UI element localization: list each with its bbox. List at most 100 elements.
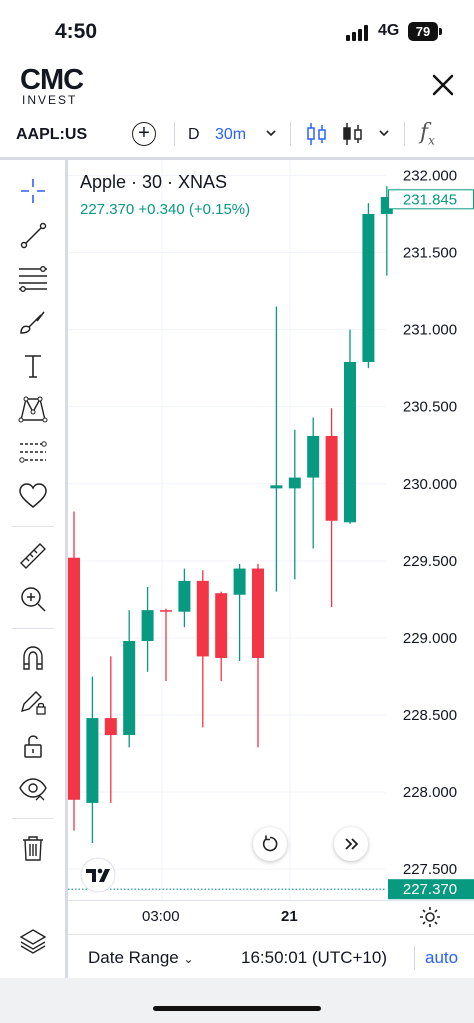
candle-body [196, 580, 209, 657]
zoom-in-icon [21, 587, 46, 612]
measure-tool[interactable] [14, 539, 52, 573]
logo-main: CMC [20, 64, 84, 96]
y-tick-label: 231.000 [403, 322, 457, 339]
zoom-in-tool[interactable] [14, 582, 52, 616]
remove-drawings-tool[interactable] [14, 831, 52, 865]
symbol-search-button[interactable]: AAPL:US [16, 126, 88, 143]
reference-price-label: 227.370 [403, 881, 457, 898]
favorites-tool[interactable] [14, 479, 52, 513]
hide-drawings-tool[interactable] [14, 772, 52, 806]
interval-chevron-down-icon[interactable] [264, 128, 278, 138]
tradingview-logo[interactable] [79, 857, 117, 893]
magnet-tool[interactable] [14, 641, 52, 675]
compare-add-button[interactable]: + [132, 122, 156, 146]
candle [252, 563, 264, 748]
network-type: 4G [378, 22, 400, 39]
candle [344, 329, 356, 524]
indicators-fx-icon[interactable]: fx [420, 120, 435, 147]
brush-icon [20, 311, 45, 334]
y-tick-label: 230.000 [403, 476, 457, 493]
chart-grid [68, 160, 386, 900]
y-tick-label: 228.000 [403, 784, 457, 801]
candle [68, 511, 80, 831]
candles-chart-type-icon[interactable] [306, 122, 328, 146]
candle [141, 587, 154, 672]
trend-line-tool[interactable] [14, 218, 52, 252]
candle [178, 568, 191, 628]
text-tool[interactable] [14, 349, 52, 383]
candle-body [104, 718, 117, 736]
forecast-icon [19, 441, 47, 463]
reset-icon [262, 835, 278, 852]
undo-button[interactable] [253, 827, 287, 861]
chart-type-chevron-down-icon[interactable] [377, 128, 391, 138]
trend-line-icon [20, 222, 47, 249]
crosshair-tool[interactable] [14, 174, 52, 208]
toolbar-divider [12, 526, 54, 527]
home-indicator-area [0, 978, 474, 1023]
prediction-tool[interactable] [14, 436, 52, 470]
y-tick-label: 227.500 [403, 861, 457, 878]
brush-tool[interactable] [14, 305, 52, 339]
candle-body [233, 568, 246, 595]
lock-drawings-tool[interactable] [14, 685, 52, 719]
candle-body [362, 213, 375, 362]
candle-body [252, 568, 264, 658]
toolbar-divider [174, 122, 175, 146]
candles [68, 186, 393, 843]
bars-chart-type-icon[interactable] [342, 122, 364, 146]
settings-gear-icon[interactable] [419, 906, 441, 928]
toolbar-divider [290, 122, 291, 146]
status-bar: 4:50 4G 79 [0, 0, 474, 60]
candle [196, 570, 209, 728]
y-tick-label: 229.500 [403, 553, 457, 570]
magnet-icon [23, 646, 43, 670]
interval-period[interactable]: D [188, 126, 200, 143]
battery-tip [439, 28, 442, 35]
candle [123, 610, 136, 748]
candle-body [86, 718, 99, 803]
y-tick-label: 230.500 [403, 399, 457, 416]
fx-x: x [428, 133, 435, 148]
x-axis-border [68, 900, 474, 901]
candle-body [307, 435, 320, 478]
clock-timezone[interactable]: 16:50:01 (UTC+10) [241, 948, 387, 967]
y-tick-label: 228.500 [403, 707, 457, 724]
toolbar-divider [12, 818, 54, 819]
toolbar-divider [12, 628, 54, 629]
candle-body [141, 610, 154, 641]
interval-button[interactable]: 30m [215, 126, 247, 143]
scroll-to-realtime-button[interactable] [334, 827, 368, 861]
text-icon [25, 355, 41, 378]
candle-body [288, 477, 301, 489]
legend-title[interactable]: Apple · 30 · XNAS [80, 172, 228, 192]
y-tick-label: 229.000 [403, 630, 457, 647]
reference-price-label-bg [388, 879, 474, 900]
crosshair-icon [21, 179, 45, 203]
home-indicator[interactable] [153, 1006, 321, 1011]
candle [86, 676, 99, 843]
chevron-down-icon: ⌄ [183, 952, 194, 966]
unlock-icon [24, 735, 42, 758]
candle [215, 591, 228, 682]
pattern-tool[interactable] [14, 392, 52, 426]
date-range-button[interactable]: Date Range ⌄ [88, 948, 194, 968]
candle [160, 608, 172, 682]
pencil-lock-icon [20, 691, 46, 715]
price-axis[interactable]: 232.000 231.500 231.000 230.500 230.000 229.5… [68, 167, 474, 900]
fib-retracement-tool[interactable] [14, 261, 52, 295]
heart-icon [19, 483, 47, 508]
candle [362, 203, 375, 369]
date-range-label: Date Range [88, 948, 179, 967]
legend-values: 227.370 +0.340 (+0.15%) [80, 201, 251, 218]
last-price-label: 231.845 [403, 191, 457, 208]
candlestick-chart[interactable]: 232.000 231.500 231.000 230.500 230.000 229.5… [68, 160, 474, 900]
close-icon[interactable] [428, 70, 458, 100]
y-tick-label: 231.500 [403, 245, 457, 262]
layers-icon [19, 929, 47, 954]
candle [104, 656, 117, 803]
lock-tool[interactable] [14, 729, 52, 763]
object-tree-tool[interactable] [14, 924, 52, 958]
auto-scale-button[interactable]: auto [425, 948, 459, 967]
candle [270, 306, 283, 592]
